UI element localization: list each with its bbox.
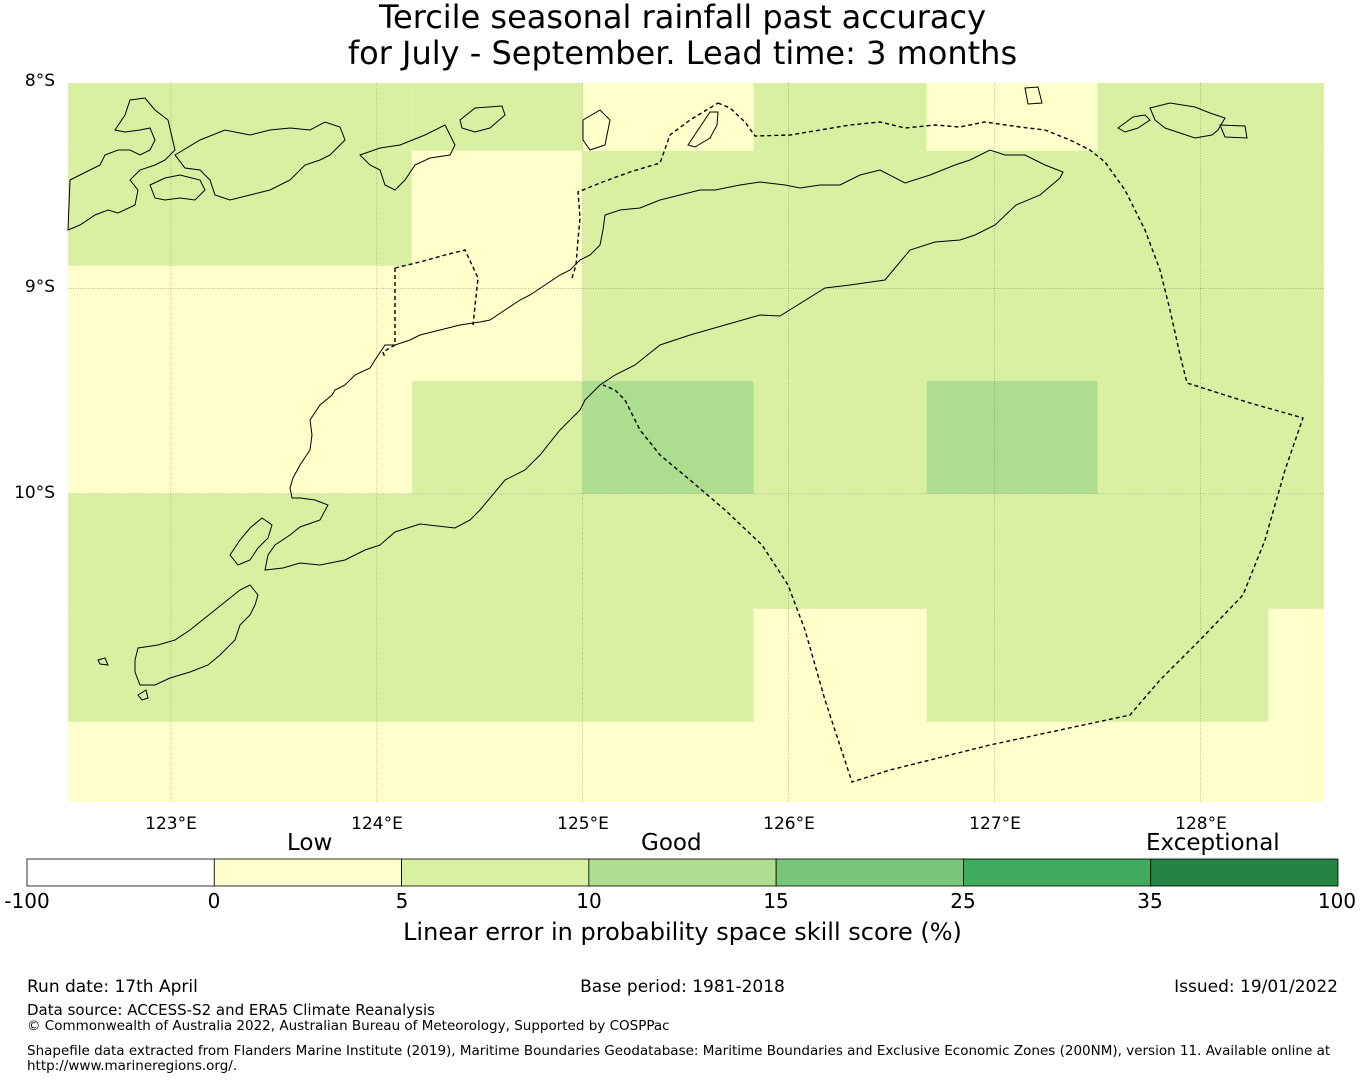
eez-boundary-timor-leste <box>602 102 1304 783</box>
grid-cell-15 <box>926 380 1098 494</box>
colorbar-tick-25: 25 <box>950 889 976 913</box>
colorbar-segment-5 <box>963 858 1152 887</box>
map-title-line-2: for July - September. Lead time: 3 month… <box>347 34 1018 72</box>
grid-cell-11 <box>68 380 412 494</box>
coastline-lirang <box>1219 124 1248 139</box>
copyright: © Commonwealth of Australia 2022, Austra… <box>27 1018 670 1034</box>
coastline-small-1 <box>1024 86 1043 105</box>
coastline-pantar <box>582 109 611 151</box>
colorbar-tick-35: 35 <box>1137 889 1163 913</box>
coastline-atauro <box>687 111 719 148</box>
grid-cell-4 <box>926 83 1098 151</box>
grid-cell-9 <box>68 265 583 381</box>
coastlines <box>67 86 1248 701</box>
grid-cell-14 <box>753 380 927 494</box>
lon-label-125e: 125°E <box>557 814 609 834</box>
coastline-ndana <box>137 689 149 701</box>
colorbar-segment-1 <box>213 858 402 887</box>
colorbar-segment-6 <box>1150 858 1339 887</box>
issued-date: Issued: 19/01/2022 <box>1174 977 1338 997</box>
coastline-timor <box>264 149 1064 571</box>
lat-label-8s: 8°S <box>24 71 55 91</box>
coastline-flores-east <box>67 97 176 231</box>
map-title-line-1: Tercile seasonal rainfall past accuracy <box>378 0 987 36</box>
coastline-wetar <box>1149 102 1226 139</box>
grid-cell-13 <box>582 380 754 494</box>
colorbar-label-exceptional: Exceptional <box>1146 830 1280 856</box>
grid-cell-18 <box>68 608 754 722</box>
colorbar-segment-0 <box>26 858 215 887</box>
coastline-savu-1 <box>97 657 109 666</box>
grid-cell-3 <box>753 83 927 151</box>
colorbar-label-good: Good <box>641 830 702 856</box>
colorbar-segment-4 <box>775 858 964 887</box>
lon-label-126e: 126°E <box>763 814 815 834</box>
colorbar-segments <box>26 858 1339 887</box>
colorbar-tick-10: 10 <box>576 889 602 913</box>
data-source: Data source: ACCESS-S2 and ERA5 Climate … <box>27 1001 435 1019</box>
lon-label-124e: 124°E <box>351 814 403 834</box>
lon-label-123e: 123°E <box>145 814 197 834</box>
eez-boundary-oecusse-2 <box>382 268 396 359</box>
base-period: Base period: 1981-2018 <box>580 977 785 997</box>
coastline-adonara <box>174 121 346 201</box>
coastline-semau <box>229 517 273 566</box>
colorbar-tick-15: 15 <box>763 889 789 913</box>
colorbar-tick-100: 100 <box>1317 889 1357 913</box>
grid-cell-19 <box>753 608 927 722</box>
eez-boundary-oecusse <box>394 249 479 326</box>
shapefile-credit: Shapefile data extracted from Flanders M… <box>27 1043 1331 1059</box>
colorbar-segment-3 <box>588 858 777 887</box>
grid-cell-21 <box>1268 608 1324 722</box>
colorbar-label-low: Low <box>287 830 333 856</box>
grid-cell-0 <box>68 83 412 151</box>
lat-label-9s: 9°S <box>24 277 55 297</box>
lon-label-127e: 127°E <box>969 814 1021 834</box>
coastline-lembata <box>359 124 456 191</box>
shapefile-url: http://www.marineregions.org/. <box>27 1058 238 1074</box>
colorbar-tick-neg100: -100 <box>4 889 50 913</box>
grid-cell-6 <box>68 150 412 266</box>
grid-cell-7 <box>411 150 583 266</box>
lat-label-10s: 10°S <box>14 483 55 503</box>
grid-cell-22 <box>68 721 1324 802</box>
skill-grid <box>68 83 1324 802</box>
graticule <box>68 83 1324 802</box>
coastline-alor <box>459 105 506 133</box>
run-date: Run date: 17th April <box>27 977 198 997</box>
colorbar-title: Linear error in probability space skill … <box>403 918 962 946</box>
maritime-boundaries <box>382 102 1304 783</box>
colorbar-tick-0: 0 <box>207 889 221 913</box>
coastline-solor <box>149 174 206 201</box>
coastline-romang <box>1117 114 1151 133</box>
coastline-rote <box>134 584 259 686</box>
grid-cell-1 <box>411 83 583 151</box>
grid-cell-16 <box>1097 380 1324 494</box>
lon-label-128e: 128°E <box>1175 814 1227 834</box>
eez-boundary-north <box>571 102 719 279</box>
grid-cell-17 <box>68 493 1324 609</box>
colorbar-segment-2 <box>401 858 590 887</box>
colorbar-tick-5: 5 <box>395 889 409 913</box>
